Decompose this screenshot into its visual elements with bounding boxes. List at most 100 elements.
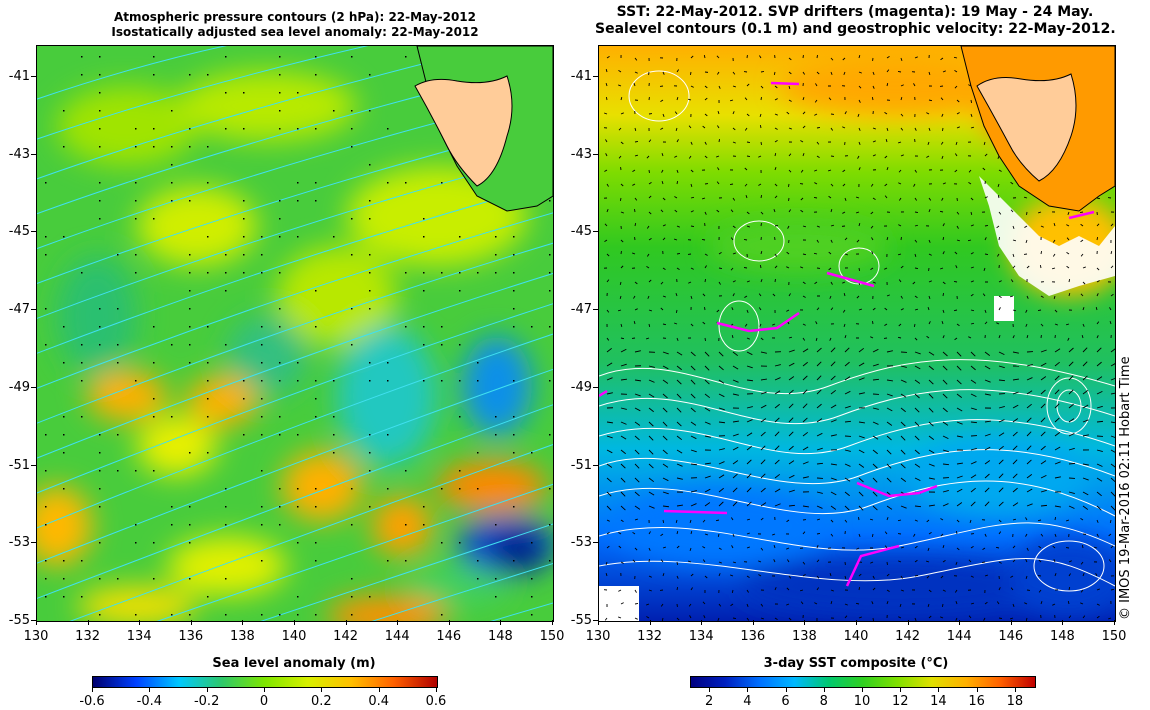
- sla-dot: [261, 614, 263, 616]
- sla-dot: [153, 542, 155, 544]
- sla-dot: [333, 380, 335, 382]
- sla-dot: [297, 236, 299, 238]
- velocity-arrow: [687, 98, 692, 101]
- velocity-arrow: [1054, 361, 1060, 367]
- velocity-arrow: [634, 393, 641, 397]
- velocity-arrow: [732, 446, 739, 451]
- velocity-arrow: [956, 435, 963, 438]
- velocity-arrow: [970, 448, 977, 451]
- velocity-arrow: [828, 169, 832, 172]
- velocity-arrow: [648, 531, 651, 535]
- velocity-arrow: [732, 71, 736, 75]
- velocity-arrow: [1110, 421, 1115, 424]
- velocity-arrow: [703, 615, 706, 619]
- velocity-arrow: [746, 280, 750, 283]
- sst-colorbar-tick-mark: [862, 688, 863, 692]
- velocity-arrow: [704, 265, 707, 269]
- velocity-arrow: [942, 490, 949, 493]
- sla-dot: [513, 254, 515, 256]
- velocity-arrow: [718, 448, 725, 451]
- sst-colorbar-tick-label: 10: [853, 694, 871, 709]
- sla-dot: [315, 56, 317, 58]
- velocity-arrow: [620, 348, 627, 353]
- velocity-arrow: [1068, 361, 1074, 367]
- velocity-arrow: [926, 155, 930, 158]
- velocity-arrow: [1109, 321, 1112, 325]
- sla-dot: [495, 596, 497, 598]
- velocity-arrow: [760, 404, 767, 409]
- velocity-arrow: [688, 603, 692, 607]
- velocity-arrow: [1025, 309, 1028, 313]
- sla-dot: [225, 290, 227, 292]
- velocity-arrow: [1012, 391, 1019, 395]
- velocity-arrow: [760, 71, 765, 73]
- sla-dot: [297, 488, 299, 490]
- sla-dot: [441, 272, 443, 274]
- right-ytick-mark: [593, 309, 598, 311]
- velocity-arrow: [872, 281, 876, 284]
- velocity-arrow: [1038, 589, 1042, 593]
- sla-dot: [549, 254, 551, 256]
- velocity-arrow: [942, 351, 948, 357]
- velocity-arrow: [732, 460, 739, 465]
- sla-dot: [459, 542, 461, 544]
- velocity-arrow: [620, 211, 624, 214]
- velocity-arrow: [1082, 573, 1085, 577]
- velocity-arrow: [662, 449, 668, 455]
- velocity-arrow: [648, 238, 652, 241]
- velocity-arrow: [660, 127, 664, 130]
- sla-dot: [549, 272, 551, 274]
- left-xtick-mark: [397, 620, 399, 625]
- velocity-arrow: [1052, 239, 1056, 243]
- velocity-arrow: [970, 351, 976, 357]
- velocity-arrow: [619, 295, 622, 300]
- sla-dot: [153, 56, 155, 58]
- velocity-arrow: [953, 309, 958, 312]
- velocity-arrow: [1040, 250, 1043, 255]
- velocity-arrow: [900, 435, 906, 441]
- velocity-arrow: [844, 197, 847, 201]
- velocity-arrow: [928, 615, 932, 619]
- velocity-arrow: [704, 337, 706, 342]
- velocity-arrow: [1082, 390, 1089, 395]
- sla-dot: [135, 614, 137, 616]
- velocity-arrow: [872, 348, 879, 353]
- velocity-arrow: [604, 617, 608, 621]
- velocity-arrow: [632, 183, 636, 186]
- velocity-arrow: [970, 211, 973, 216]
- sst-colorbar: [690, 676, 1036, 688]
- sla-dot: [279, 614, 281, 616]
- sla-dot: [135, 380, 137, 382]
- sst-colorbar-tick-mark: [823, 688, 825, 692]
- velocity-arrow: [1024, 602, 1028, 605]
- sla-dot: [153, 326, 155, 328]
- sla-dot: [189, 362, 191, 364]
- velocity-arrow: [872, 71, 875, 75]
- velocity-arrow: [1110, 449, 1115, 453]
- velocity-arrow: [704, 97, 708, 101]
- velocity-arrow: [1110, 265, 1114, 269]
- right-xtick-label: 146: [998, 629, 1024, 644]
- velocity-arrow: [884, 545, 888, 549]
- velocity-arrow: [690, 169, 694, 173]
- velocity-arrow: [660, 559, 664, 563]
- right-xtick-mark: [598, 620, 599, 625]
- velocity-arrow: [702, 125, 706, 129]
- velocity-arrow: [1068, 462, 1076, 465]
- velocity-arrow: [802, 337, 806, 341]
- velocity-arrow: [872, 127, 876, 130]
- sla-dot: [117, 470, 119, 472]
- velocity-arrow: [1025, 239, 1028, 243]
- sla-dot: [297, 614, 299, 616]
- velocity-arrow: [704, 421, 711, 425]
- sla-field: [37, 71, 553, 621]
- sla-dot: [351, 110, 353, 112]
- velocity-arrow: [802, 125, 806, 129]
- right-title-line2: Sealevel contours (0.1 m) and geostrophi…: [595, 21, 1116, 37]
- velocity-arrow: [816, 126, 821, 129]
- velocity-arrow: [941, 113, 944, 117]
- velocity-arrow: [1068, 375, 1074, 381]
- velocity-arrow: [816, 239, 819, 243]
- velocity-arrow: [1012, 351, 1019, 354]
- velocity-arrow: [662, 295, 666, 298]
